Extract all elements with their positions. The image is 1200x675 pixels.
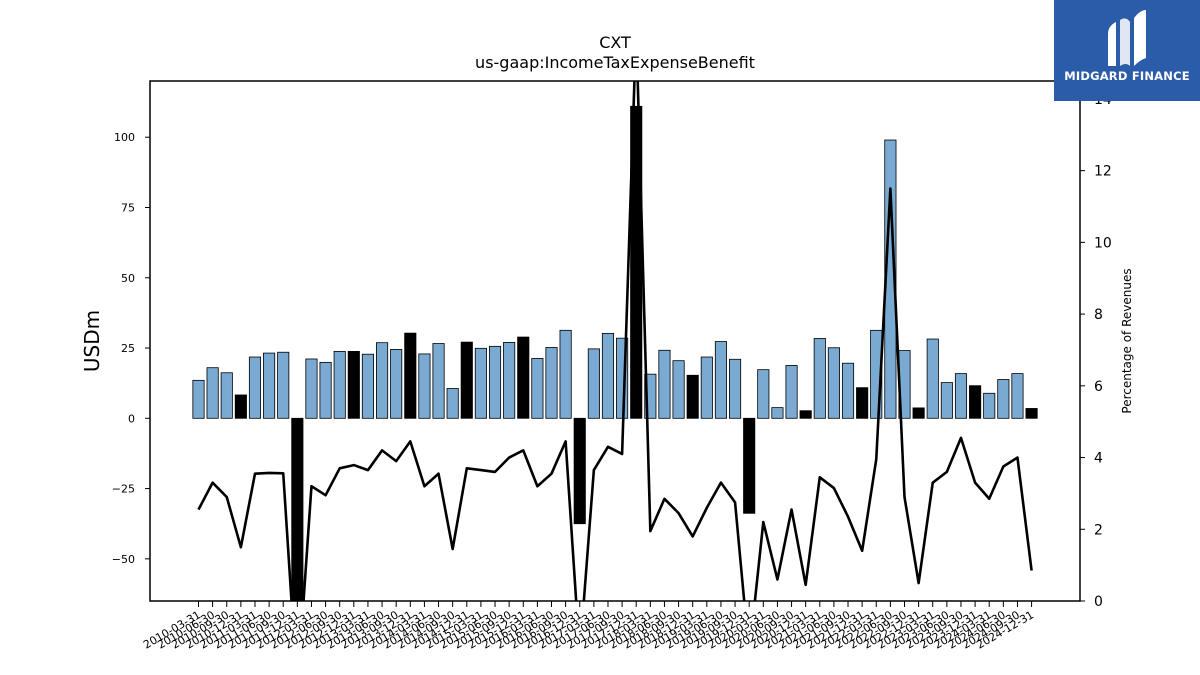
- y-tick-label: 0: [128, 412, 135, 425]
- y-tick-label: −25: [112, 483, 135, 496]
- bar: [319, 361, 332, 419]
- bar: [559, 329, 572, 419]
- bar: [997, 379, 1010, 419]
- y2-tick-label: 8: [1094, 307, 1103, 323]
- y2-tick-label: 10: [1094, 235, 1112, 251]
- bar: [446, 388, 459, 419]
- bar: [460, 341, 473, 419]
- bar: [771, 407, 784, 419]
- bar: [376, 342, 389, 419]
- bar: [969, 385, 982, 419]
- bar: [234, 394, 247, 419]
- bar: [474, 347, 487, 419]
- bar: [785, 365, 798, 419]
- brand-logo: MIDGARD FINANCE: [1054, 0, 1200, 101]
- ratio-line: [197, 81, 1033, 601]
- bar: [248, 356, 262, 419]
- y-tick-label: 75: [121, 201, 135, 214]
- bar: [827, 347, 840, 419]
- bar: [545, 347, 558, 419]
- bar: [1025, 408, 1038, 419]
- y2-tick-label: 0: [1094, 594, 1103, 610]
- chart-title: CXT: [599, 33, 631, 52]
- bar: [263, 352, 276, 419]
- bar: [573, 417, 586, 525]
- bar: [601, 333, 615, 419]
- bar: [700, 356, 713, 419]
- y-axis-label: USDm: [80, 310, 104, 372]
- bar: [192, 379, 205, 419]
- y2-tick-label: 12: [1094, 164, 1112, 180]
- bar: [658, 349, 671, 419]
- bar: [333, 350, 346, 419]
- y-tick-label: 100: [114, 131, 135, 144]
- bar: [1011, 373, 1024, 419]
- y-tick-label: 25: [121, 342, 135, 355]
- y2-axis-label: Percentage of Revenues: [1120, 268, 1134, 413]
- bar: [488, 345, 502, 419]
- bar: [432, 343, 445, 419]
- bar: [404, 332, 417, 419]
- y-tick-label: −50: [112, 553, 135, 566]
- y2-tick-label: 2: [1094, 522, 1103, 538]
- bar: [672, 360, 685, 419]
- y2-tick-label: 4: [1094, 451, 1103, 467]
- bars: [192, 105, 1038, 601]
- bar: [757, 369, 770, 419]
- bar: [714, 341, 727, 419]
- bar: [926, 338, 939, 419]
- x-axis: 2010-03-312010-06-302010-09-302010-12-31…: [141, 601, 1036, 652]
- bar: [390, 349, 403, 419]
- bar: [813, 338, 826, 419]
- bar: [503, 342, 516, 419]
- y-tick-label: 50: [121, 272, 135, 285]
- y2-axis: 02468101214: [1080, 92, 1112, 610]
- bar: [517, 336, 530, 419]
- bar: [531, 358, 544, 419]
- bar: [841, 362, 855, 419]
- bar: [418, 353, 431, 419]
- bar: [912, 407, 925, 419]
- chart-subtitle: us-gaap:IncomeTaxExpenseBenefit: [475, 53, 755, 72]
- y-axis: −50 −25 0 25 50 75 100: [112, 131, 150, 566]
- bar: [954, 373, 968, 419]
- bar: [291, 417, 304, 601]
- bar: [220, 372, 233, 419]
- series-line: [197, 81, 1033, 601]
- bar: [743, 417, 756, 514]
- midgard-logo-icon: [1108, 10, 1146, 66]
- bar: [940, 382, 953, 419]
- bar: [983, 392, 996, 419]
- y2-tick-label: 6: [1094, 379, 1103, 395]
- brand-name: MIDGARD FINANCE: [1064, 69, 1190, 83]
- bar: [347, 350, 360, 419]
- plot-frame: [149, 80, 1081, 602]
- bar: [686, 374, 699, 419]
- bar: [361, 353, 374, 419]
- bar: [856, 387, 869, 419]
- bar: [587, 348, 600, 419]
- bar: [305, 358, 318, 419]
- bar: [206, 367, 219, 419]
- bar: [277, 351, 290, 419]
- bar: [644, 373, 657, 419]
- bar: [799, 410, 812, 419]
- bar: [729, 358, 742, 419]
